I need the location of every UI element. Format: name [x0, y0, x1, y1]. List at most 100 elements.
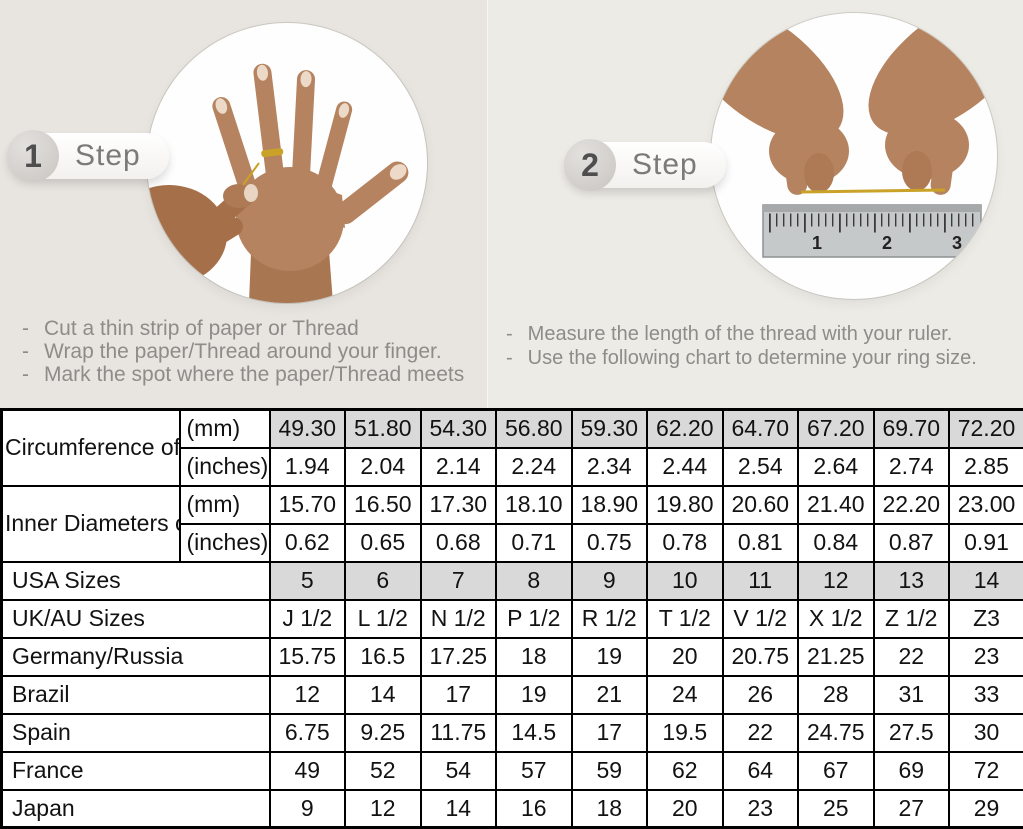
- size-cell: 0.65: [345, 524, 421, 562]
- size-cell: 64: [723, 752, 799, 790]
- size-cell: 17: [421, 676, 497, 714]
- size-cell: 18.10: [496, 486, 572, 524]
- ring-size-conversion-table: Circumference of Your Finger(mm)49.3051.…: [0, 408, 1023, 829]
- size-cell: 15.75: [270, 638, 346, 676]
- size-cell: 17.30: [421, 486, 497, 524]
- size-cell: 21: [572, 676, 648, 714]
- size-cell: T 1/2: [647, 600, 723, 638]
- row-label: Brazil: [2, 676, 270, 714]
- size-cell: 25: [798, 790, 874, 828]
- size-cell: Z3: [949, 600, 1023, 638]
- size-cell: 0.75: [572, 524, 648, 562]
- size-cell: 17.25: [421, 638, 497, 676]
- instruction-line: Use the following chart to determine you…: [506, 346, 1022, 370]
- step2-badge: 2 Step: [565, 142, 726, 188]
- size-cell: 26: [723, 676, 799, 714]
- ruler-number-3: 3: [952, 233, 962, 253]
- size-cell: 14.5: [496, 714, 572, 752]
- size-cell: 2.34: [572, 448, 648, 486]
- size-cell: 64.70: [723, 410, 799, 448]
- size-cell: 67.20: [798, 410, 874, 448]
- size-cell: 0.84: [798, 524, 874, 562]
- size-cell: 23: [949, 638, 1023, 676]
- size-cell: 0.87: [874, 524, 950, 562]
- instruction-line: Wrap the paper/Thread around your finger…: [22, 340, 484, 363]
- size-cell: 19: [496, 676, 572, 714]
- size-cell: 30: [949, 714, 1023, 752]
- size-cell: 69.70: [874, 410, 950, 448]
- unit-label: (mm): [180, 486, 270, 524]
- size-cell: 10: [647, 562, 723, 600]
- unit-label: (inches): [180, 524, 270, 562]
- size-cell: 2.14: [421, 448, 497, 486]
- size-cell: 54.30: [421, 410, 497, 448]
- size-cell: 69: [874, 752, 950, 790]
- size-cell: 62.20: [647, 410, 723, 448]
- size-cell: 1.94: [270, 448, 346, 486]
- size-cell: 23: [723, 790, 799, 828]
- size-cell: 17: [572, 714, 648, 752]
- step2-number: 2: [564, 139, 616, 191]
- hand-with-ring-illustration: [147, 23, 427, 303]
- size-cell: 13: [874, 562, 950, 600]
- size-cell: 21.40: [798, 486, 874, 524]
- size-cell: V 1/2: [723, 600, 799, 638]
- size-cell: 67: [798, 752, 874, 790]
- gold-thread-shape: [801, 190, 945, 192]
- table-row: Circumference of Your Finger(mm)49.3051.…: [2, 410, 1023, 448]
- size-cell: 27.5: [874, 714, 950, 752]
- size-cell: 19: [572, 638, 648, 676]
- size-cell: 18: [572, 790, 648, 828]
- size-cell: 23.00: [949, 486, 1023, 524]
- size-cell: 6: [345, 562, 421, 600]
- instruction-line: Measure the length of the thread with yo…: [506, 322, 1022, 346]
- size-cell: 52: [345, 752, 421, 790]
- size-cell: 33: [949, 676, 1023, 714]
- size-cell: 0.91: [949, 524, 1023, 562]
- size-cell: 0.81: [723, 524, 799, 562]
- size-cell: 21.25: [798, 638, 874, 676]
- size-cell: 2.04: [345, 448, 421, 486]
- row-label: USA Sizes: [2, 562, 270, 600]
- row-label: Inner Diameters of Rings: [2, 486, 180, 562]
- size-cell: 72.20: [949, 410, 1023, 448]
- step1-badge: 1 Step: [8, 133, 169, 179]
- size-cell: 22.20: [874, 486, 950, 524]
- size-cell: N 1/2: [421, 600, 497, 638]
- size-cell: Z 1/2: [874, 600, 950, 638]
- size-cell: 59: [572, 752, 648, 790]
- step1-number: 1: [7, 130, 59, 182]
- size-cell: 0.68: [421, 524, 497, 562]
- size-cell: 62: [647, 752, 723, 790]
- size-cell: 16: [496, 790, 572, 828]
- size-cell: 8: [496, 562, 572, 600]
- size-cell: 2.54: [723, 448, 799, 486]
- ruler-shape: 1 2 3: [763, 205, 981, 257]
- size-cell: 31: [874, 676, 950, 714]
- size-cell: 24: [647, 676, 723, 714]
- size-cell: 51.80: [345, 410, 421, 448]
- size-cell: 14: [345, 676, 421, 714]
- size-cell: 14: [949, 562, 1023, 600]
- row-label: UK/AU Sizes: [2, 600, 270, 638]
- step1-instructions: Cut a thin strip of paper or Thread Wrap…: [22, 317, 484, 386]
- size-cell: 14: [421, 790, 497, 828]
- size-cell: 12: [345, 790, 421, 828]
- size-cell: 59.30: [572, 410, 648, 448]
- size-cell: 0.62: [270, 524, 346, 562]
- size-cell: 20.75: [723, 638, 799, 676]
- panel-divider: [487, 0, 488, 408]
- size-cell: 16.5: [345, 638, 421, 676]
- size-cell: 28: [798, 676, 874, 714]
- size-cell: 19.5: [647, 714, 723, 752]
- step2-instructions: Measure the length of the thread with yo…: [506, 322, 1022, 370]
- size-cell: R 1/2: [572, 600, 648, 638]
- size-cell: 12: [270, 676, 346, 714]
- row-label: Germany/Russia: [2, 638, 270, 676]
